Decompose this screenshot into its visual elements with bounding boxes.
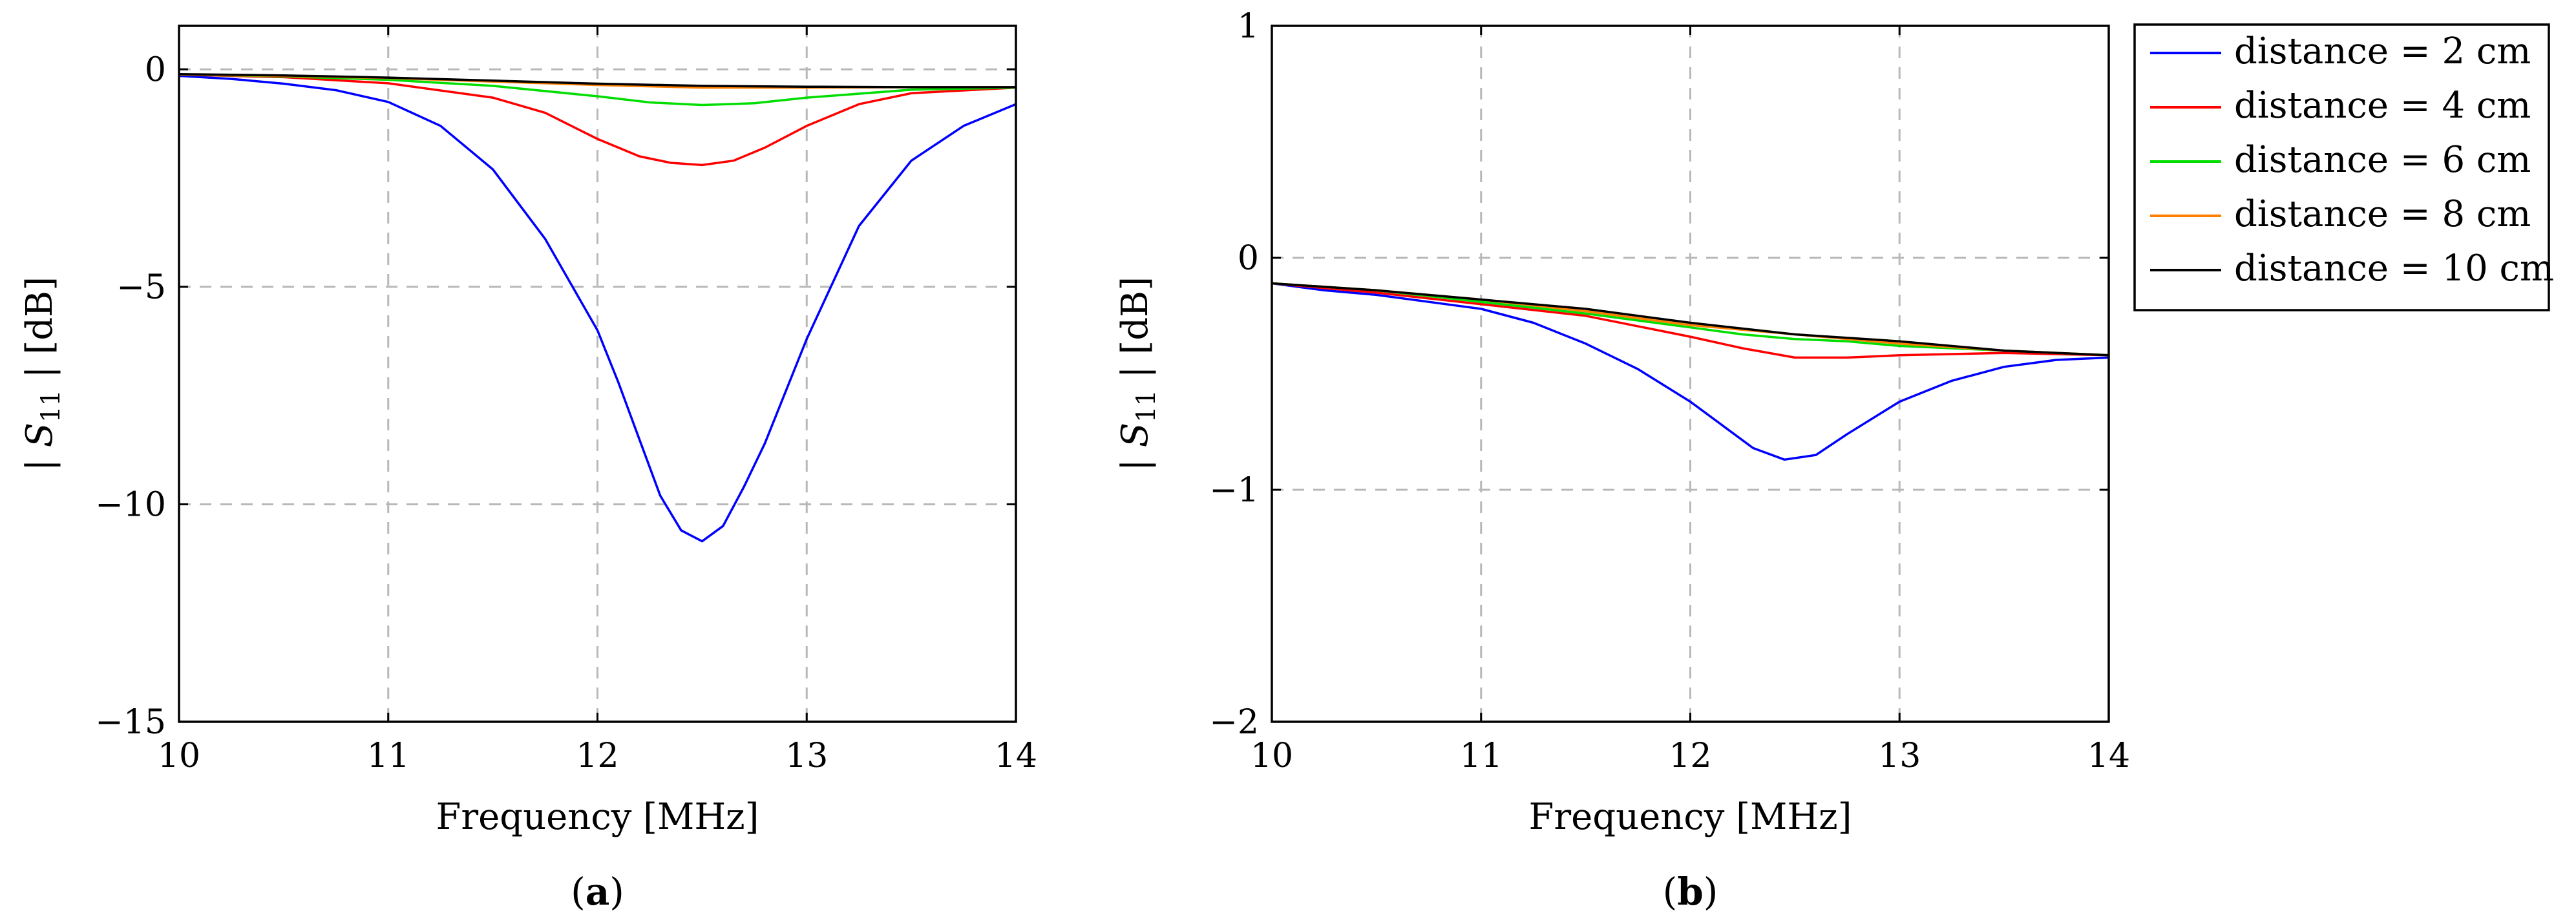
y-axis-label: | S11 | [dB]	[1114, 277, 1161, 471]
y-axis-label: | S11 | [dB]	[19, 277, 66, 471]
panel-caption: (b)	[1663, 870, 1718, 914]
legend-box	[2133, 23, 2550, 311]
caption-close: )	[1704, 870, 1718, 914]
x-tick-label: 11	[1460, 737, 1503, 775]
legend-entry-4: distance = 8 cm	[2234, 193, 2531, 235]
y-tick-label: −5	[116, 268, 166, 307]
y-tick-label: 0	[1238, 239, 1259, 278]
legend-entry-5: distance = 10 cm	[2234, 247, 2554, 289]
y-axis-label-prefix: |	[19, 447, 61, 471]
series-group	[179, 72, 1016, 543]
x-tick-label: 11	[367, 737, 410, 775]
series-line-3	[1272, 282, 2109, 357]
y-tick-label: −10	[95, 485, 166, 524]
x-tick-label: 12	[1669, 737, 1711, 775]
x-tick-label: 14	[995, 737, 1037, 775]
caption-open: (	[1663, 870, 1678, 914]
x-tick-label: 12	[576, 737, 618, 775]
panel-caption: (a)	[571, 870, 624, 914]
x-tick-label: 10	[158, 737, 200, 775]
legend-entry-2: distance = 4 cm	[2234, 85, 2531, 127]
y-axis-label-subscript: 11	[36, 390, 66, 423]
x-axis-label: Frequency [MHz]	[436, 796, 759, 838]
y-axis-label-symbol: S	[19, 423, 61, 447]
series-line-5	[1272, 282, 2109, 357]
y-axis-label-symbol: S	[1114, 423, 1156, 447]
y-tick-label: −1	[1209, 471, 1259, 510]
series-line-5	[179, 72, 1016, 89]
caption-letter: a	[586, 870, 610, 914]
series-line-1	[1272, 282, 2109, 461]
series-line-2	[179, 73, 1016, 167]
x-tick-label: 14	[2087, 737, 2130, 775]
series-line-1	[179, 74, 1016, 543]
y-tick-label: 1	[1238, 7, 1259, 46]
x-tick-label: 13	[1878, 737, 1921, 775]
chart-panel-a: 10 11 12 13 14 −15 −10 −5 0 Frequency [MHz] | S11 …	[19, 25, 1037, 914]
y-axis-label-suffix: | [dB]	[19, 277, 61, 390]
y-axis-label-suffix: | [dB]	[1114, 277, 1156, 390]
caption-open: (	[571, 870, 586, 914]
y-tick-label: 0	[145, 50, 166, 89]
caption-letter: b	[1677, 870, 1704, 914]
series-line-3	[179, 73, 1016, 107]
y-tick-label: −15	[95, 703, 166, 742]
series-line-2	[1272, 282, 2109, 359]
y-tick-label: −2	[1209, 703, 1259, 742]
x-tick-label: 10	[1251, 737, 1293, 775]
x-axis-label: Frequency [MHz]	[1528, 796, 1852, 838]
y-axis-label-subscript: 11	[1132, 390, 1161, 423]
caption-close: )	[609, 870, 624, 914]
legend-entry-3: distance = 6 cm	[2234, 139, 2531, 181]
y-axis-label-prefix: |	[1114, 447, 1156, 471]
series-group	[1272, 282, 2109, 461]
legend: distance = 2 cm distance = 4 cm distance =…	[2133, 23, 2554, 311]
legend-entry-1: distance = 2 cm	[2234, 30, 2531, 72]
x-tick-label: 13	[785, 737, 828, 775]
